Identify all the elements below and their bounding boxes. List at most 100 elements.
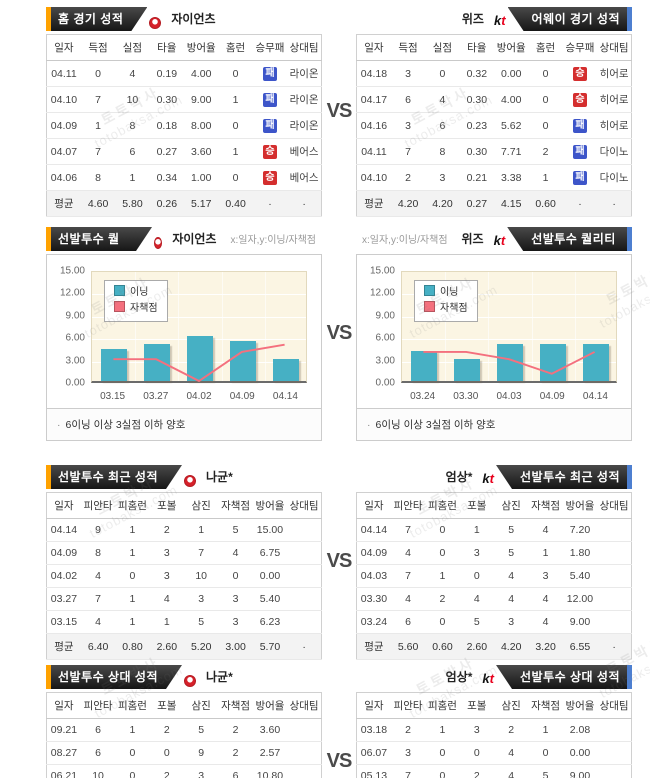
table-cell: 10 bbox=[115, 86, 150, 113]
table-cell: 3.38 bbox=[494, 164, 529, 191]
table-cell: 1 bbox=[528, 541, 563, 565]
table-cell: 12.00 bbox=[562, 587, 598, 611]
table-cell: 8 bbox=[425, 138, 460, 165]
y-tick-label: 3.00 bbox=[65, 355, 85, 367]
table-cell: 피안타 bbox=[390, 492, 426, 519]
table-cell: 7.20 bbox=[562, 518, 598, 542]
table-cell: 1 bbox=[115, 587, 150, 611]
table-cell: 방어율 bbox=[252, 692, 288, 719]
table-cell: 0 bbox=[218, 164, 253, 191]
table-header-row: 일자 득점 실점 타율 방어율 홈런 승무패 상대팀 bbox=[356, 34, 632, 61]
giants-logo-icon bbox=[184, 475, 196, 487]
table-cell: 3 bbox=[149, 541, 184, 565]
table-cell: 10 bbox=[184, 564, 219, 588]
table-row: 04.06 8 1 0.34 1.00 0 승 베어스 bbox=[46, 164, 322, 191]
table-cell: 5.60 bbox=[390, 633, 426, 660]
vs-label: VS bbox=[326, 750, 353, 772]
table-cell: 4 bbox=[390, 587, 426, 611]
table-cell: 03.15 bbox=[46, 610, 81, 634]
table-row: 03.18 2 1 3 2 1 2.08 bbox=[356, 718, 632, 742]
table-cell: 0.26 bbox=[149, 190, 184, 217]
table-cell: 0 bbox=[218, 112, 253, 139]
table-cell: 삼진 bbox=[494, 692, 529, 719]
table-cell: 2.57 bbox=[252, 741, 288, 765]
table-cell: 3 bbox=[459, 718, 494, 742]
table-cell: 0.60 bbox=[528, 190, 563, 217]
table-cell bbox=[287, 587, 322, 611]
table-cell: 4 bbox=[425, 86, 460, 113]
table-row: 04.10 2 3 0.21 3.38 1 패 다이노 bbox=[356, 164, 632, 191]
table-cell: 04.18 bbox=[356, 60, 391, 87]
table-cell: 0.60 bbox=[425, 633, 460, 660]
recent-table-left: 일자 피안타 피홈런 포볼 삼진 자책점 방어율 상대팀 04.14 9 1 2 1 5 15.00 04.0… bbox=[46, 492, 322, 660]
legend-swatch-icon bbox=[424, 285, 435, 296]
table-cell: 실점 bbox=[425, 34, 460, 61]
table-cell: 피안타 bbox=[80, 692, 116, 719]
table-cell: 3 bbox=[184, 764, 219, 778]
table-cell: · bbox=[597, 190, 632, 217]
quality-chart: 15.00 12.00 9.00 6.00 3.00 0.00 이닝 자책점 03.15 03.2… bbox=[47, 255, 321, 408]
table-cell bbox=[287, 541, 322, 565]
table-row: 05.13 7 0 2 4 5 9.00 bbox=[356, 764, 632, 778]
x-tick-label: 03.27 bbox=[143, 391, 169, 402]
table-cell: 6.75 bbox=[252, 541, 288, 565]
chart-legend: 이닝 자책점 bbox=[414, 280, 478, 322]
table-cell: 2.60 bbox=[459, 633, 494, 660]
table-cell: 03.30 bbox=[356, 587, 391, 611]
y-tick-label: 0.00 bbox=[375, 377, 395, 389]
table-cell: 0.27 bbox=[459, 190, 494, 217]
table-cell: 2 bbox=[149, 518, 184, 542]
table-cell: 4 bbox=[218, 541, 253, 565]
table-cell: 5 bbox=[528, 764, 563, 778]
table-cell: 타율 bbox=[459, 34, 494, 61]
table-cell: 1 bbox=[184, 518, 219, 542]
table-cell: 일자 bbox=[356, 492, 391, 519]
table-cell: 상대팀 bbox=[287, 34, 322, 61]
table-cell: 홈런 bbox=[218, 34, 253, 61]
innings-bar bbox=[540, 343, 567, 381]
table-cell: 6 bbox=[80, 718, 116, 742]
table-cell: 4.20 bbox=[494, 633, 529, 660]
table-cell: · bbox=[597, 633, 632, 660]
table-row: 03.30 4 2 4 4 4 12.00 bbox=[356, 587, 632, 611]
pitcher-name: 나균* bbox=[206, 470, 233, 484]
table-cell: 0 bbox=[149, 741, 184, 765]
table-cell: 5 bbox=[494, 541, 529, 565]
table-cell: 라이온 bbox=[287, 112, 322, 139]
panel-header: 엄상* kt 선발투수 최근 성적 bbox=[356, 463, 632, 489]
table-cell: 상대팀 bbox=[597, 692, 632, 719]
table-cell: 라이온 bbox=[287, 86, 322, 113]
table-cell: 상대팀 bbox=[597, 492, 632, 519]
table-cell: 5.40 bbox=[562, 564, 598, 588]
legend-swatch-icon bbox=[114, 285, 125, 296]
gridline bbox=[92, 316, 306, 318]
table-cell bbox=[597, 518, 632, 542]
table-cell: 피홈런 bbox=[115, 692, 150, 719]
y-tick-label: 9.00 bbox=[65, 310, 85, 322]
table-cell: 7 bbox=[80, 138, 116, 165]
table-header-row: 일자 득점 실점 타율 방어율 홈런 승무패 상대팀 bbox=[46, 34, 322, 61]
x-axis: 03.15 03.27 04.02 04.09 04.14 bbox=[91, 385, 307, 404]
team-name: 자이언츠 bbox=[171, 12, 216, 26]
table-cell: · bbox=[562, 190, 598, 217]
table-cell: 0 bbox=[528, 741, 563, 765]
kt-logo-icon: kt bbox=[482, 471, 494, 486]
panel-header: 홈 경기 성적 자이언츠 bbox=[46, 5, 322, 31]
innings-bar bbox=[100, 348, 127, 381]
table-cell: 0 bbox=[425, 541, 460, 565]
table-cell: 득점 bbox=[390, 34, 426, 61]
table-cell: 1.00 bbox=[184, 164, 219, 191]
panel-home-record: 홈 경기 성적 자이언츠 일자 득점 실점 타율 방어율 홈런 승무패 상대팀 04.11 0 4 0… bbox=[46, 5, 322, 217]
table-cell: 3.60 bbox=[252, 718, 288, 742]
tab-away-record: 어웨이 경기 성적 bbox=[507, 7, 632, 31]
x-tick-label: 03.15 bbox=[100, 391, 126, 402]
table-row: 03.24 6 0 5 3 4 9.00 bbox=[356, 610, 632, 634]
table-cell bbox=[287, 610, 322, 634]
table-cell: 라이온 bbox=[287, 60, 322, 87]
table-cell bbox=[287, 741, 322, 765]
panel-versus-left: 선발투수 상대 성적 나균* 일자 피안타 피홈런 포볼 삼진 자책점 방어율 상대팀 09.2… bbox=[46, 663, 322, 778]
table-cell: 방어율 bbox=[562, 492, 598, 519]
table-cell: 승무패 bbox=[562, 34, 598, 61]
vs-label: VS bbox=[326, 550, 353, 572]
table-cell: 자책점 bbox=[218, 692, 253, 719]
